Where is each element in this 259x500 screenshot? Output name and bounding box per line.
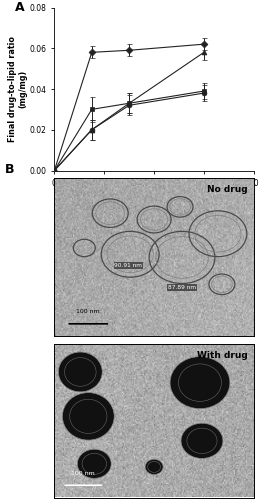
Ellipse shape — [145, 459, 163, 474]
Text: No drug: No drug — [207, 184, 248, 194]
Text: B: B — [5, 163, 15, 176]
Text: 100 nm: 100 nm — [71, 471, 95, 476]
Text: 90.91 nm: 90.91 nm — [114, 263, 142, 268]
Ellipse shape — [62, 392, 114, 440]
Ellipse shape — [58, 352, 102, 392]
Text: 87.89 nm: 87.89 nm — [168, 285, 196, 290]
Text: With drug: With drug — [197, 350, 248, 360]
X-axis label: Time (minutes): Time (minutes) — [115, 194, 193, 202]
Text: A: A — [15, 1, 24, 14]
Text: 100 nm: 100 nm — [76, 310, 100, 314]
Ellipse shape — [170, 356, 230, 408]
Ellipse shape — [77, 450, 111, 478]
Ellipse shape — [181, 423, 223, 458]
Y-axis label: Final drug-to-lipid ratio
(mg/mg): Final drug-to-lipid ratio (mg/mg) — [8, 36, 28, 142]
